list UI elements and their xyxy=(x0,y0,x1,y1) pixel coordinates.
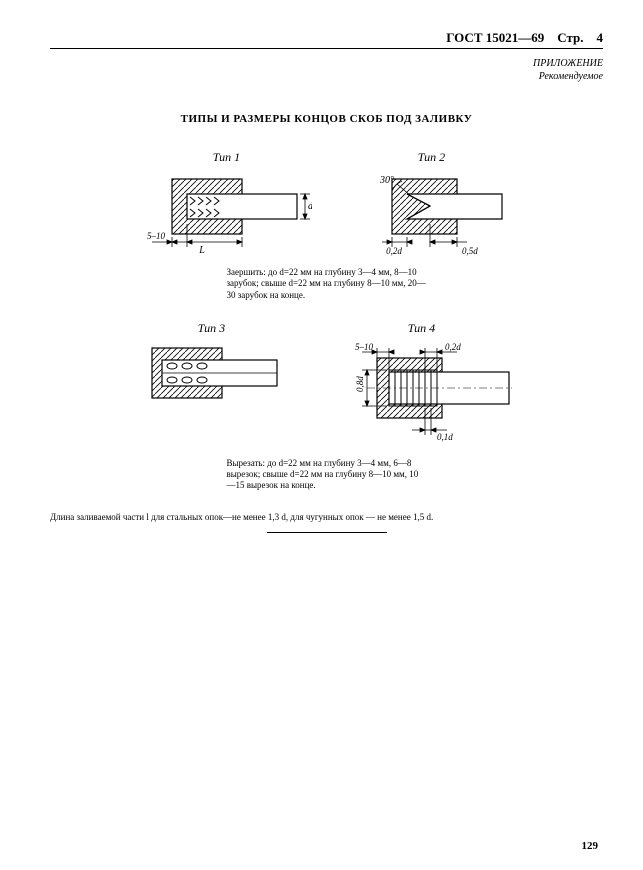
dim-05d: 0,5d xyxy=(462,246,478,256)
dim-d: d xyxy=(308,201,312,212)
figure-type1-label: Тип 1 xyxy=(213,150,240,165)
figure-type2-svg: 30° 0,2d 0,5d xyxy=(352,169,512,259)
divider-rule xyxy=(267,532,387,533)
figure-type4-label: Тип 4 xyxy=(408,321,435,336)
figure-type1-svg: d L 5–10 xyxy=(142,169,312,259)
figure-type2: Тип 2 30° xyxy=(352,150,512,259)
dim-01d: 0,1d xyxy=(437,432,453,442)
figure-type2-label: Тип 2 xyxy=(418,150,445,165)
dim-02d4: 0,2d xyxy=(445,342,461,352)
figure-type4-svg: 5–10 0,2d 0,8d xyxy=(327,340,517,450)
dim-gap: 5–10 xyxy=(147,231,166,241)
note-type1: Заершить: до d=22 мм на глубину 3—4 мм, … xyxy=(227,267,427,301)
appendix-block: ПРИЛОЖЕНИЕ Рекомендуемое xyxy=(50,57,603,83)
dim-gap4: 5–10 xyxy=(355,342,374,352)
header: ГОСТ 15021—69 Стр. 4 xyxy=(50,30,603,49)
bottom-note: Длина заливаемой части l для стальных оп… xyxy=(50,512,603,522)
document-page: ГОСТ 15021—69 Стр. 4 ПРИЛОЖЕНИЕ Рекоменд… xyxy=(0,0,643,870)
gost-number: ГОСТ 15021—69 xyxy=(446,30,544,45)
dim-angle: 30° xyxy=(379,175,394,186)
figure-type3-svg xyxy=(137,340,287,410)
figures-row-2: Тип 3 Тип 4 xyxy=(50,321,603,450)
figure-type1: Тип 1 xyxy=(142,150,312,259)
page-inline-num: 4 xyxy=(597,30,604,45)
dim-08d: 0,8d xyxy=(355,376,365,392)
figures-row-1: Тип 1 xyxy=(50,150,603,259)
dim-L: L xyxy=(198,245,205,256)
document-title: ТИПЫ И РАЗМЕРЫ КОНЦОВ СКОБ ПОД ЗАЛИВКУ xyxy=(50,113,603,125)
figure-type4: Тип 4 xyxy=(327,321,517,450)
appendix-line2: Рекомендуемое xyxy=(50,70,603,83)
figure-type3: Тип 3 xyxy=(137,321,287,450)
note-type3: Вырезать: до d=22 мм на глубину 3—4 мм, … xyxy=(227,458,427,492)
page-label: Стр. xyxy=(557,30,583,45)
appendix-line1: ПРИЛОЖЕНИЕ xyxy=(50,57,603,70)
page-number: 129 xyxy=(582,840,599,852)
dim-02d: 0,2d xyxy=(386,246,402,256)
figure-type3-label: Тип 3 xyxy=(198,321,225,336)
